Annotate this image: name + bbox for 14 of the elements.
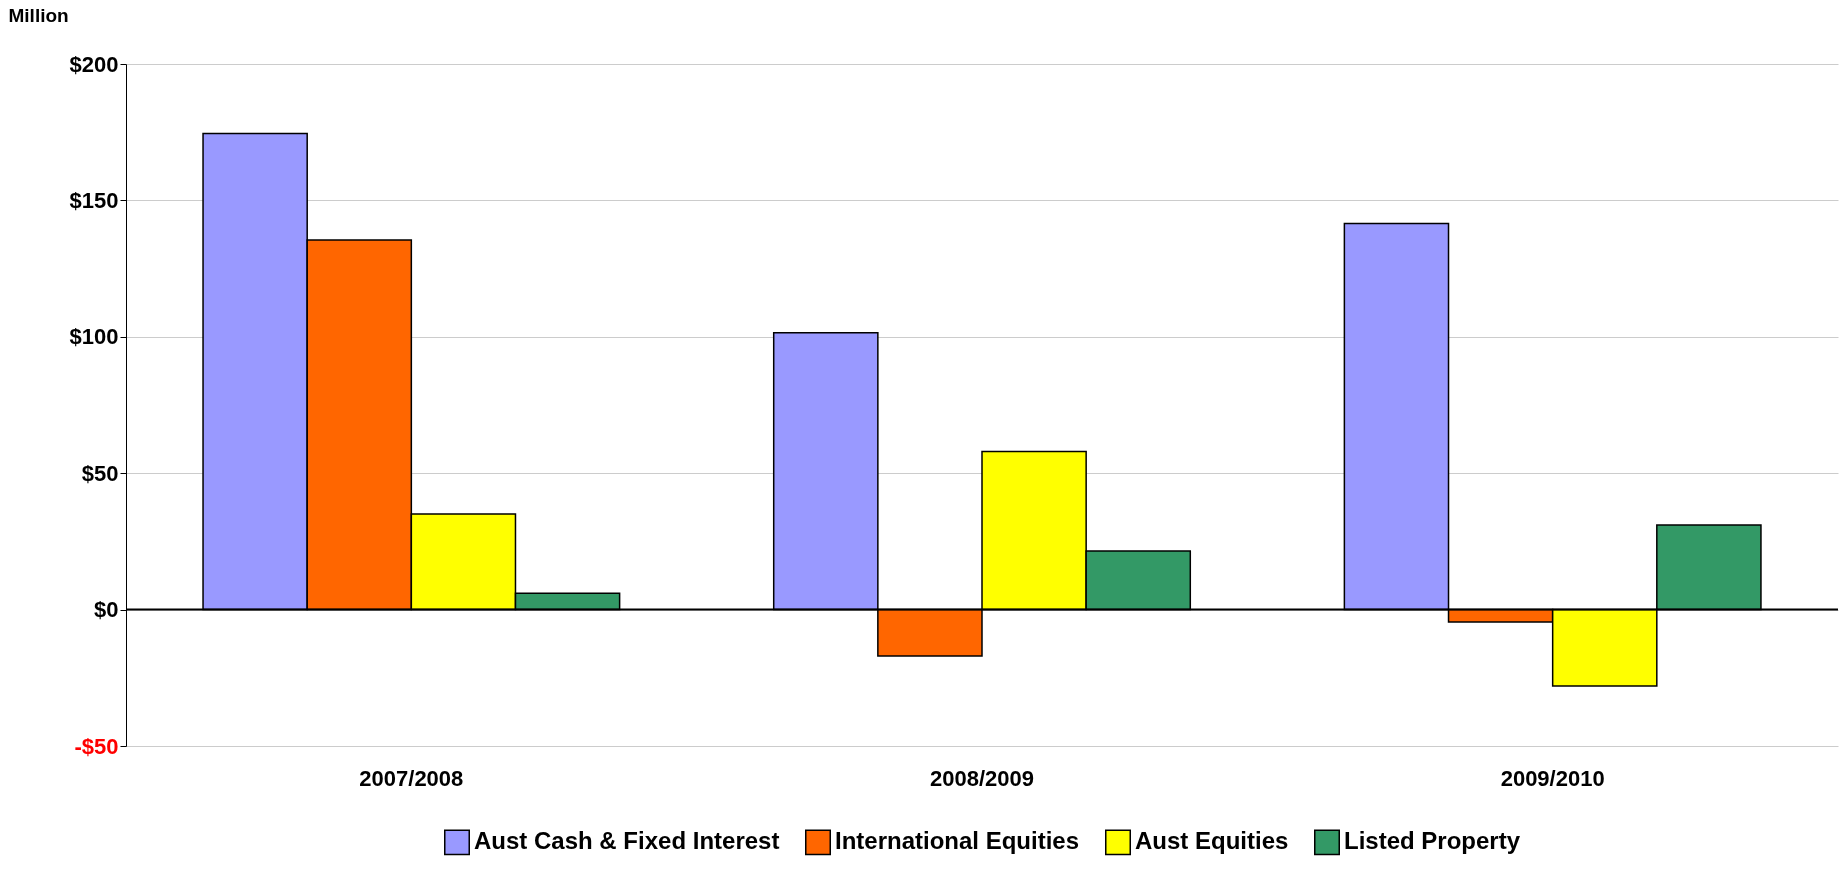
legend-label: Aust Equities [1135, 827, 1289, 855]
y-tick-label: $200 [69, 51, 119, 77]
legend-label: Listed Property [1344, 827, 1521, 855]
y-axis-title: Million [8, 4, 69, 26]
legend-label: International Equities [835, 827, 1080, 855]
y-tick-label: -$50 [74, 733, 119, 759]
legend-label: Aust Cash & Fixed Interest [474, 827, 780, 855]
x-tick-label: 2007/2008 [359, 765, 464, 791]
x-tick-label: 2008/2009 [930, 765, 1034, 791]
x-tick-label: 2009/2010 [1500, 765, 1605, 791]
y-tick-label: $50 [81, 460, 119, 486]
y-tick-label: $150 [69, 187, 119, 213]
y-tick-label: $0 [94, 597, 119, 623]
y-tick-label: $100 [69, 324, 119, 350]
